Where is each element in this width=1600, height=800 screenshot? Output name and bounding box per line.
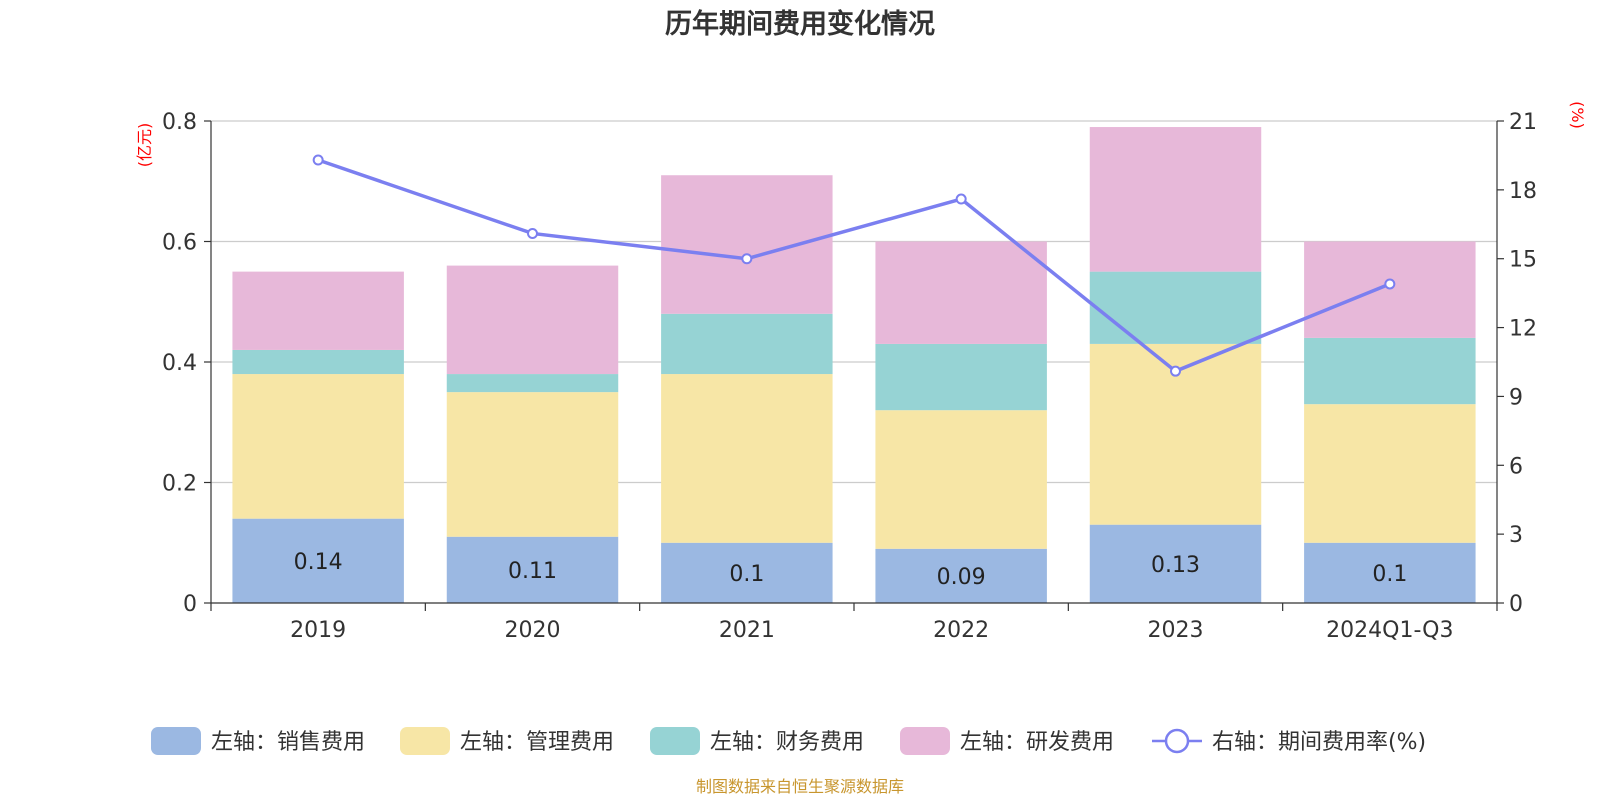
bar-value-label: 0.1 bbox=[1372, 562, 1407, 587]
left-axis-tick-label: 0.2 bbox=[162, 472, 197, 497]
rate-point bbox=[741, 253, 753, 265]
bar-rnd bbox=[446, 265, 619, 375]
source-note: 制图数据来自恒生聚源数据库 bbox=[696, 777, 904, 796]
bar-rnd bbox=[661, 175, 833, 314]
bar-value-label: 0.14 bbox=[294, 550, 343, 575]
bar-admin bbox=[661, 374, 833, 543]
bar-finance bbox=[1304, 337, 1476, 405]
right-axis-tick-label: 15 bbox=[1509, 248, 1537, 273]
left-axis-tick-label: 0.4 bbox=[162, 351, 197, 376]
bar-sales bbox=[446, 536, 619, 603]
bar-rnd bbox=[1089, 127, 1262, 272]
legend-label: 左轴：财务费用 bbox=[710, 730, 864, 755]
bar-value-label: 0.09 bbox=[937, 565, 986, 590]
legend-circle-marker bbox=[1164, 728, 1190, 754]
left-axis-tick-label: 0.6 bbox=[162, 231, 197, 256]
rate-point bbox=[527, 227, 538, 239]
bar-rnd bbox=[232, 271, 404, 350]
legend-label: 左轴：研发费用 bbox=[960, 730, 1114, 755]
bar-finance bbox=[875, 343, 1047, 411]
x-axis-label: 2024Q1-Q3 bbox=[1326, 618, 1453, 643]
bar-labels: 0.14 0.11 0.1 0.09 0.13 0.1 bbox=[294, 550, 1408, 590]
legend-item-rnd: 左轴：研发费用 bbox=[900, 727, 1114, 755]
legend-label: 左轴：管理费用 bbox=[460, 730, 614, 755]
right-axis-unit: (%) bbox=[1568, 101, 1587, 129]
right-axis-tick-label: 21 bbox=[1509, 110, 1537, 135]
legend-swatch bbox=[151, 727, 201, 755]
right-axis-tick-label: 3 bbox=[1509, 523, 1523, 548]
bars bbox=[232, 127, 1476, 603]
x-axis-label: 2022 bbox=[933, 618, 989, 643]
legend: 左轴：销售费用 左轴：管理费用 左轴：财务费用 左轴：研发费用 右轴：期间费用率(%) bbox=[151, 727, 1426, 755]
bar-finance bbox=[446, 374, 619, 393]
axes: 0 0.2 0.4 0.6 0.8 0 3 6 9 12 15 18 21 2019 2020 2021 202… bbox=[162, 110, 1537, 643]
bar-admin bbox=[232, 374, 404, 519]
bar-finance bbox=[1089, 271, 1262, 344]
bar-sales bbox=[232, 518, 404, 603]
x-axis-label: 2023 bbox=[1148, 618, 1204, 643]
bar-rnd bbox=[1304, 241, 1476, 338]
chart-title: 历年期间费用变化情况 bbox=[665, 8, 935, 40]
right-axis-tick-label: 0 bbox=[1509, 592, 1523, 617]
bar-finance bbox=[232, 349, 404, 375]
gridlines bbox=[211, 120, 1497, 484]
rate-point bbox=[955, 193, 967, 205]
legend-swatch bbox=[900, 727, 950, 755]
legend-label: 左轴：销售费用 bbox=[211, 730, 365, 755]
rate-line bbox=[312, 154, 1396, 377]
bar-admin bbox=[446, 392, 619, 537]
right-axis-tick-label: 9 bbox=[1509, 385, 1523, 410]
legend-swatch bbox=[650, 727, 700, 755]
legend-item-rate: 右轴：期间费用率(%) bbox=[1152, 728, 1426, 755]
bar-admin bbox=[1304, 404, 1476, 543]
legend-label: 右轴：期间费用率(%) bbox=[1212, 730, 1426, 755]
bar-sales bbox=[1089, 524, 1262, 603]
right-axis-tick-label: 18 bbox=[1509, 179, 1537, 204]
rate-line-path bbox=[317, 158, 1391, 374]
bar-sales bbox=[875, 548, 1047, 603]
legend-swatch bbox=[400, 727, 450, 755]
x-axis-label: 2020 bbox=[505, 618, 561, 643]
legend-item-admin: 左轴：管理费用 bbox=[400, 727, 614, 755]
bar-sales bbox=[661, 542, 833, 603]
legend-item-sales: 左轴：销售费用 bbox=[151, 727, 365, 755]
x-axis-label: 2021 bbox=[719, 618, 775, 643]
bar-value-label: 0.11 bbox=[508, 559, 557, 584]
left-axis-tick-label: 0 bbox=[183, 592, 197, 617]
x-axis-label: 2019 bbox=[290, 618, 346, 643]
rate-point bbox=[312, 154, 324, 166]
left-axis-tick-label: 0.8 bbox=[162, 110, 197, 135]
bar-admin bbox=[875, 410, 1047, 549]
bar-value-label: 0.13 bbox=[1151, 553, 1200, 578]
bar-rnd bbox=[875, 241, 1047, 344]
left-axis-unit: (亿元) bbox=[135, 123, 154, 168]
right-axis-tick-label: 6 bbox=[1509, 454, 1523, 479]
bar-sales bbox=[1304, 542, 1476, 603]
legend-item-finance: 左轴：财务费用 bbox=[650, 727, 864, 755]
rate-point bbox=[1170, 365, 1181, 377]
bar-value-label: 0.1 bbox=[729, 562, 764, 587]
rate-point bbox=[1384, 278, 1396, 290]
right-axis-tick-label: 12 bbox=[1509, 317, 1537, 342]
bar-finance bbox=[661, 313, 833, 375]
